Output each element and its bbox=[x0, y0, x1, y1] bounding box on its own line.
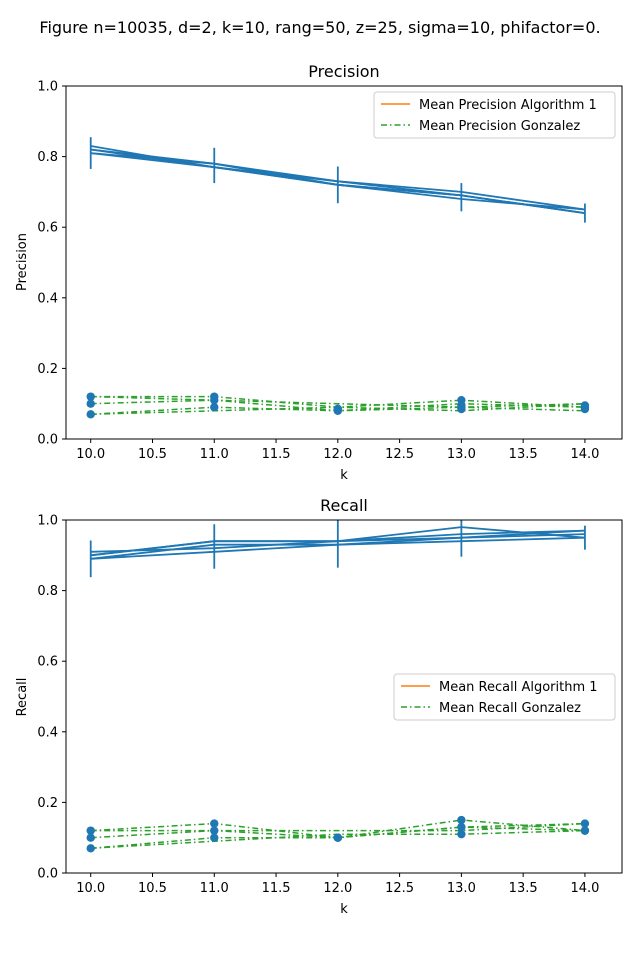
x-tick-label: 12.0 bbox=[323, 447, 352, 462]
recall-ylabel: Recall bbox=[15, 678, 30, 717]
x-tick-label: 13.0 bbox=[447, 447, 476, 462]
gonzalez-point bbox=[86, 826, 95, 835]
legend-label-gonzalez: Mean Precision Gonzalez bbox=[419, 119, 580, 134]
gonzalez-point bbox=[333, 404, 343, 414]
y-tick-label: 1.0 bbox=[37, 80, 58, 95]
gonzalez-point bbox=[457, 829, 466, 839]
y-tick-label: 0.2 bbox=[37, 796, 58, 811]
gonzalez-point bbox=[457, 822, 466, 832]
y-tick-label: 0.0 bbox=[37, 433, 58, 448]
x-tick-label: 14.0 bbox=[570, 447, 599, 462]
gonzalez-point bbox=[210, 395, 219, 405]
precision-axes-frame bbox=[65, 85, 623, 440]
x-tick-label: 10.5 bbox=[138, 881, 167, 896]
y-tick-label: 0.2 bbox=[37, 362, 58, 377]
gonzalez-run-line bbox=[90, 395, 585, 412]
recall-legend: Mean Recall Algorithm 1 Mean Recall Gonz… bbox=[393, 673, 616, 721]
precision-legend: Mean Precision Algorithm 1 Mean Precisio… bbox=[373, 91, 616, 139]
legend-label-alg1: Mean Recall Algorithm 1 bbox=[439, 680, 598, 695]
y-tick-label: 0.4 bbox=[37, 291, 58, 306]
precision-subplot: Precision k Precision 10.0 10.5 11.0 11.5 12… bbox=[15, 62, 623, 483]
gonzalez-point bbox=[86, 392, 95, 401]
x-tick-label: 11.5 bbox=[262, 881, 291, 896]
x-tick-label: 11.0 bbox=[200, 881, 229, 896]
x-tick-label: 11.5 bbox=[262, 447, 291, 462]
y-tick-label: 0.6 bbox=[37, 221, 58, 236]
y-tick-label: 0.6 bbox=[37, 655, 58, 670]
gonzalez-point bbox=[457, 815, 466, 825]
precision-legend-box bbox=[373, 91, 616, 139]
recall-legend-box bbox=[393, 673, 616, 721]
x-tick-label: 12.5 bbox=[385, 447, 414, 462]
gonzalez-point bbox=[86, 410, 95, 419]
gonzalez-point bbox=[333, 833, 343, 842]
figure-title: Figure n=10035, d=2, k=10, rang=50, z=25… bbox=[39, 18, 600, 37]
precision-ylabel: Precision bbox=[15, 233, 30, 291]
gonzalez-point bbox=[86, 844, 95, 853]
recall-xlabel: k bbox=[340, 902, 348, 917]
x-tick-label: 10.5 bbox=[138, 447, 167, 462]
recall-title: Recall bbox=[320, 496, 368, 515]
y-tick-label: 0.8 bbox=[37, 150, 58, 165]
gonzalez-point bbox=[580, 819, 590, 828]
gonzalez-point bbox=[86, 833, 95, 842]
precision-ticks: 10.0 10.5 11.0 11.5 12.0 12.5 13.0 13.5 14.0 0.0 0… bbox=[37, 80, 599, 463]
x-tick-label: 13.5 bbox=[509, 447, 538, 462]
y-tick-label: 1.0 bbox=[37, 514, 58, 529]
gonzalez-point bbox=[210, 403, 219, 412]
gonzalez-point bbox=[210, 819, 219, 828]
x-tick-label: 14.0 bbox=[570, 881, 599, 896]
y-tick-label: 0.0 bbox=[37, 867, 58, 882]
x-tick-label: 11.0 bbox=[200, 447, 229, 462]
gonzalez-point bbox=[86, 399, 95, 408]
gonzalez-point bbox=[210, 833, 219, 842]
x-tick-label: 10.0 bbox=[76, 447, 105, 462]
recall-subplot: Recall k Recall 10.0 10.5 11.0 11.5 12.0 12.5… bbox=[15, 496, 623, 917]
legend-label-gonzalez: Mean Recall Gonzalez bbox=[439, 701, 581, 716]
x-tick-label: 13.0 bbox=[447, 881, 476, 896]
gonzalez-point bbox=[580, 826, 590, 835]
recall-marks bbox=[86, 520, 590, 853]
recall-axes-frame bbox=[65, 519, 623, 874]
gonzalez-point bbox=[210, 826, 219, 835]
y-tick-label: 0.4 bbox=[37, 725, 58, 740]
x-tick-label: 13.5 bbox=[509, 881, 538, 896]
x-tick-label: 12.5 bbox=[385, 881, 414, 896]
y-tick-label: 0.8 bbox=[37, 584, 58, 599]
gonzalez-run-line bbox=[90, 822, 585, 839]
precision-xlabel: k bbox=[340, 468, 348, 483]
recall-ticks: 10.0 10.5 11.0 11.5 12.0 12.5 13.0 13.5 14.0 0.0 0… bbox=[37, 514, 599, 897]
precision-title: Precision bbox=[308, 62, 379, 81]
legend-label-alg1: Mean Precision Algorithm 1 bbox=[419, 98, 597, 113]
gonzalez-point bbox=[580, 403, 590, 412]
precision-marks bbox=[86, 137, 590, 419]
x-tick-label: 10.0 bbox=[76, 881, 105, 896]
gonzalez-point bbox=[457, 404, 466, 414]
x-tick-label: 12.0 bbox=[323, 881, 352, 896]
